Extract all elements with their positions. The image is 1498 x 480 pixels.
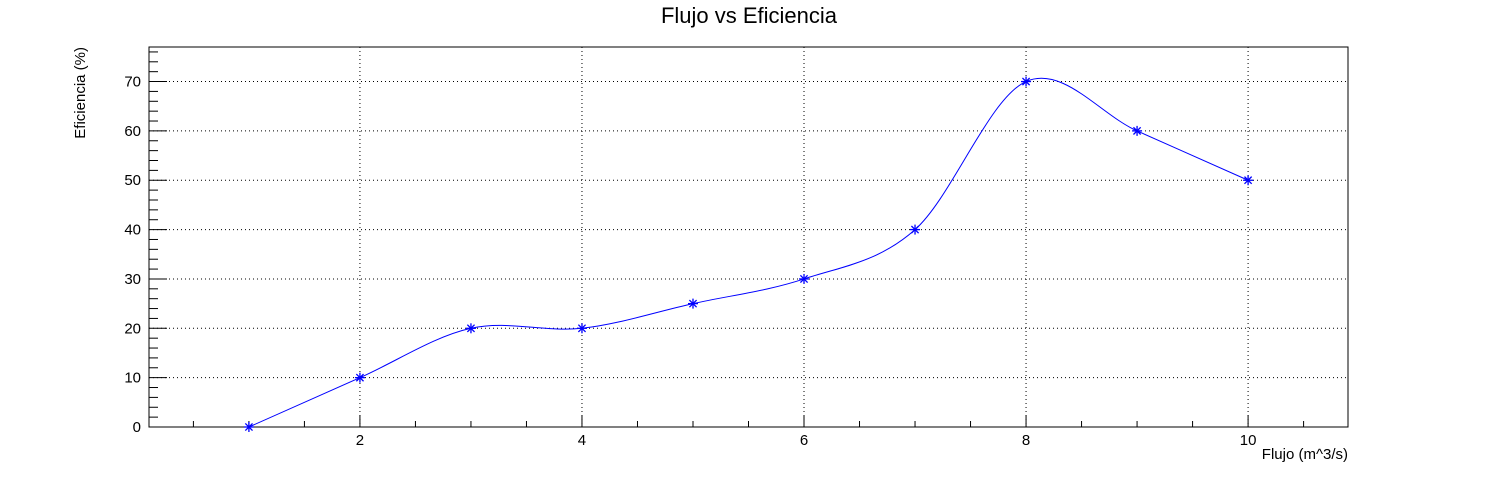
marker-stroke bbox=[799, 274, 809, 284]
marker-stroke bbox=[244, 422, 253, 432]
grid-lines bbox=[149, 47, 1348, 427]
data-point-marker bbox=[576, 323, 587, 334]
data-point-marker bbox=[910, 224, 921, 235]
x-tick-label: 6 bbox=[800, 432, 808, 449]
y-tick-label: 0 bbox=[133, 419, 141, 436]
plot-frame bbox=[148, 46, 1349, 428]
y-tick-label: 40 bbox=[124, 222, 141, 239]
marker-stroke bbox=[466, 324, 476, 333]
y-tick-label: 70 bbox=[124, 74, 141, 91]
x-tick-label: 2 bbox=[356, 432, 364, 449]
data-point-marker bbox=[465, 323, 476, 334]
marker-stroke bbox=[910, 225, 920, 234]
x-tick-label: 10 bbox=[1240, 432, 1257, 449]
marker-stroke bbox=[1244, 176, 1253, 185]
tick-labels: 2 4 6 8 10 0 10 20 30 40 50 60 70 bbox=[124, 74, 1256, 449]
x-axis-label: Flujo (m^3/s) bbox=[1262, 446, 1348, 463]
chart-title: Flujo vs Eficiencia bbox=[661, 3, 838, 28]
series-group bbox=[243, 76, 1254, 432]
data-point-marker bbox=[354, 372, 365, 383]
data-point-marker bbox=[1021, 76, 1032, 87]
x-tick-label: 4 bbox=[578, 432, 586, 449]
axis-ticks bbox=[149, 51, 1305, 428]
marker-stroke bbox=[577, 324, 587, 333]
data-point-marker bbox=[243, 422, 254, 432]
y-tick-label: 60 bbox=[124, 123, 141, 140]
marker-stroke bbox=[688, 299, 698, 308]
marker-stroke bbox=[355, 373, 364, 382]
y-tick-label: 20 bbox=[124, 320, 141, 337]
data-point-marker bbox=[1132, 125, 1143, 136]
data-point-marker bbox=[687, 298, 698, 309]
x-tick-label: 8 bbox=[1022, 432, 1030, 449]
y-tick-label: 10 bbox=[124, 370, 141, 387]
data-point-marker bbox=[1243, 175, 1254, 186]
y-tick-label: 50 bbox=[124, 172, 141, 189]
y-axis-label: Eficiencia (%) bbox=[72, 47, 89, 139]
marker-stroke bbox=[1133, 126, 1142, 135]
data-point-marker bbox=[799, 273, 810, 284]
series-line bbox=[248, 77, 1249, 428]
marker-stroke bbox=[1021, 77, 1031, 86]
y-tick-label: 30 bbox=[124, 271, 141, 288]
